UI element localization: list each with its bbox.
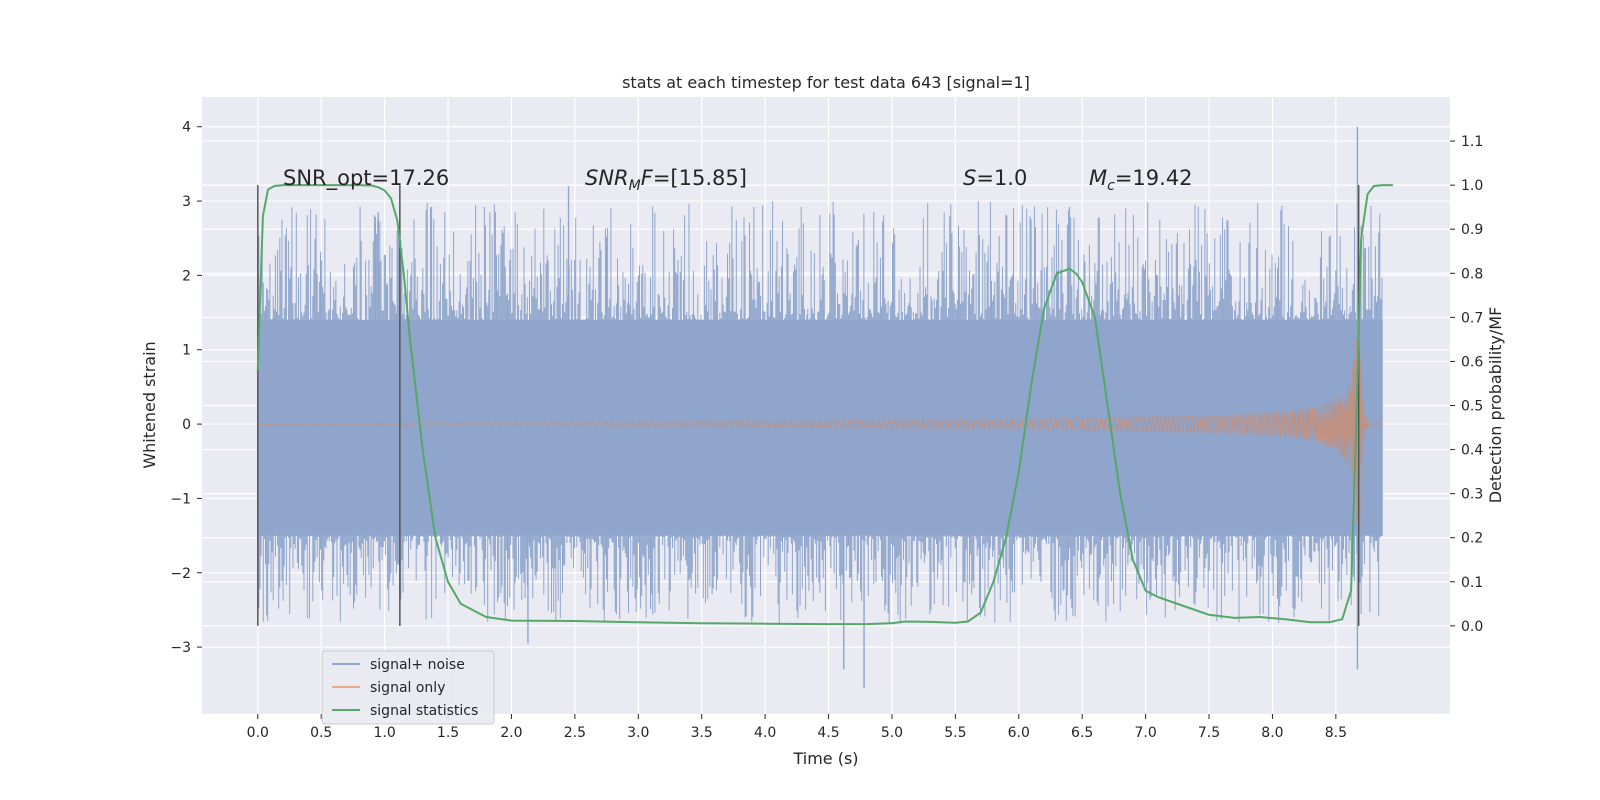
legend-box — [321, 650, 495, 725]
y-right-tick-label: 0.6 — [1461, 354, 1483, 370]
y-right-tick-label: 0.0 — [1461, 619, 1483, 635]
y-right-tick-label: 0.9 — [1461, 222, 1483, 238]
x-tick-label: 8.5 — [1325, 725, 1347, 741]
y-right-tick-label: 0.1 — [1461, 575, 1483, 591]
x-tick-label: 4.0 — [754, 725, 776, 741]
x-tick-label: 0.5 — [310, 725, 332, 741]
x-tick-label: 1.0 — [374, 725, 396, 741]
x-tick-label: 6.5 — [1071, 725, 1093, 741]
annotation-s-value: =1.0 — [976, 166, 1027, 190]
x-tick-label: 7.5 — [1198, 725, 1220, 741]
y-axis-left-ticks: 4 3 2 1 0 −1 −2 −3 — [170, 120, 202, 656]
y-right-tick-label: 0.7 — [1461, 310, 1483, 326]
annotation-snr-mf-value: =[15.85] — [653, 166, 747, 190]
signal-only-line — [257, 238, 1383, 529]
y-axis-left-label: Whitened strain — [140, 341, 159, 468]
x-tick-label: 1.5 — [437, 725, 459, 741]
y-right-tick-label: 0.4 — [1461, 443, 1483, 459]
x-tick-label: 7.0 — [1134, 725, 1156, 741]
chart-title: stats at each timestep for test data 643… — [622, 73, 1030, 92]
signal-statistics-line — [256, 184, 1393, 626]
legend-label-signal-only: signal only — [370, 680, 445, 696]
y-right-tick-label: 0.3 — [1461, 487, 1483, 503]
x-tick-label: 2.0 — [500, 725, 522, 741]
y-right-tick-label: 0.5 — [1461, 399, 1483, 415]
x-tick-label: 4.5 — [817, 725, 839, 741]
annotation-snr-mf-sub: M — [629, 178, 641, 194]
annotation-s-label: S — [963, 166, 976, 190]
y-left-tick-label: −3 — [170, 640, 191, 656]
annotation-mc: Mc=19.42 — [1089, 166, 1193, 194]
x-tick-label: 0.0 — [247, 725, 269, 741]
y-left-tick-label: 1 — [182, 343, 191, 359]
y-left-tick-label: 4 — [182, 120, 191, 136]
signal-only-series — [257, 238, 1383, 529]
y-axis-right-label: Detection probability/MF — [1486, 307, 1505, 504]
x-tick-label: 2.5 — [564, 725, 586, 741]
annotation-mc-value: =19.42 — [1115, 166, 1193, 190]
x-tick-label: 5.5 — [944, 725, 966, 741]
y-left-tick-label: −1 — [170, 491, 191, 507]
y-right-tick-label: 1.0 — [1461, 178, 1483, 194]
vertical-markers — [257, 185, 1360, 626]
x-tick-label: 3.5 — [691, 725, 713, 741]
y-left-tick-label: −2 — [170, 566, 191, 582]
x-axis-ticks: 0.0 0.5 1.0 1.5 2.0 2.5 3.0 3.5 4.0 4.5 5.0 5.5 6.0 6… — [247, 714, 1347, 741]
y-left-tick-label: 3 — [182, 194, 191, 210]
annotation-mc-sub: c — [1107, 178, 1115, 194]
y-right-tick-label: 0.2 — [1461, 531, 1483, 547]
x-tick-label: 3.0 — [627, 725, 649, 741]
legend-label-signal-noise: signal+ noise — [370, 657, 465, 673]
signal-statistics-series — [256, 184, 1393, 626]
y-axis-right-ticks: 1.1 1.0 0.9 0.8 0.7 0.6 0.5 0.4 0.3 0.2 0.1 0.0 — [1450, 134, 1483, 635]
annotation-snr-mf-rest: F — [641, 166, 654, 190]
annotation-snr-mf: SNRMF=[15.85] — [585, 166, 747, 194]
x-tick-label: 8.0 — [1261, 725, 1283, 741]
y-left-tick-label: 0 — [182, 417, 191, 433]
legend-label-signal-statistics: signal statistics — [370, 703, 478, 719]
x-tick-label: 5.0 — [881, 725, 903, 741]
x-tick-label: 6.0 — [1008, 725, 1030, 741]
y-right-tick-label: 1.1 — [1461, 134, 1483, 150]
annotation-s: S=1.0 — [963, 166, 1027, 190]
x-axis-label: Time (s) — [792, 749, 858, 768]
annotation-mc-label: M — [1089, 166, 1107, 190]
y-right-tick-label: 0.8 — [1461, 266, 1483, 282]
annotation-snr-opt: SNR_opt=17.26 — [283, 166, 449, 191]
annotation-snr-mf-label: SNR — [585, 166, 629, 190]
y-left-tick-label: 2 — [182, 268, 191, 284]
legend: signal+ noise signal only signal statist… — [321, 650, 495, 725]
